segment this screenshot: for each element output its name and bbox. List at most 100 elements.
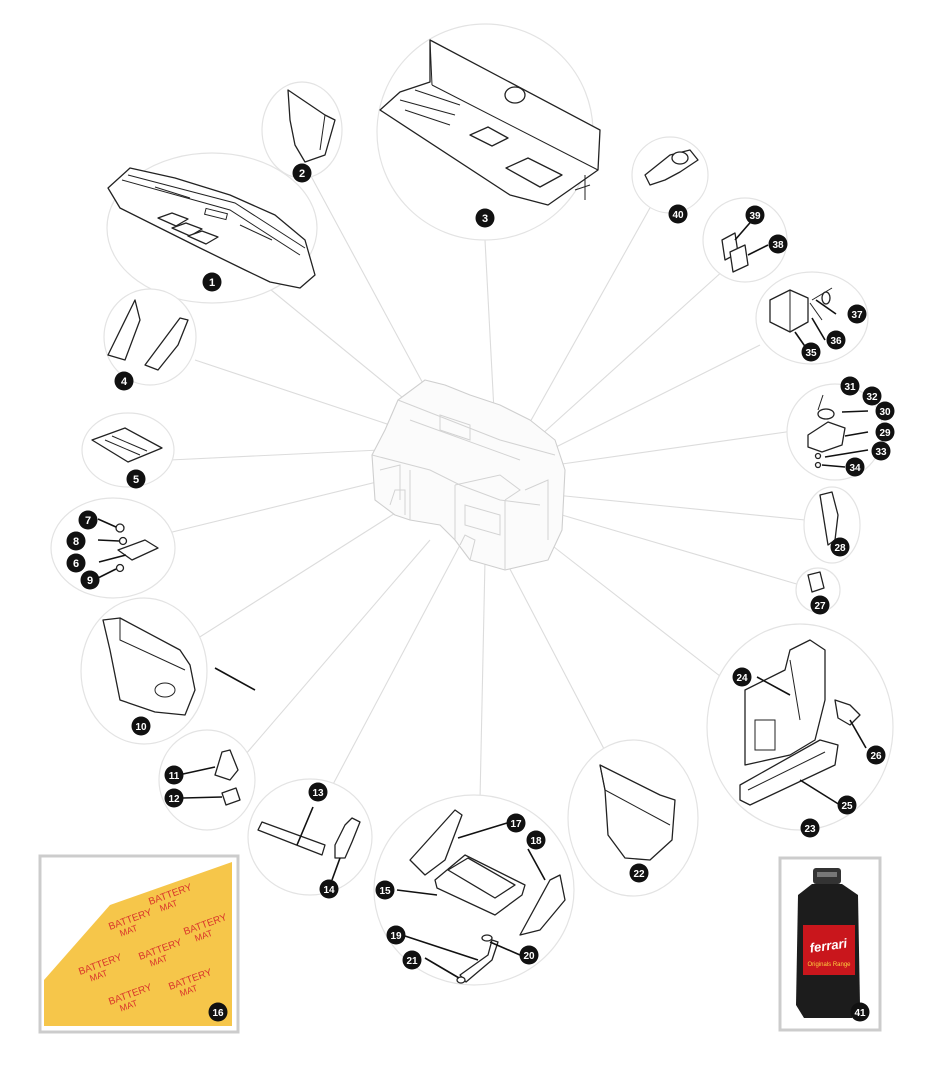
part-badge-number: 27 xyxy=(814,601,826,612)
part-badge-38: 38 xyxy=(768,234,788,254)
part-badge-30: 30 xyxy=(875,401,895,421)
part-badge-number: 25 xyxy=(841,801,853,812)
part-badge-number: 34 xyxy=(849,463,861,474)
part-badge-6: 6 xyxy=(66,553,86,573)
part-badge-31: 31 xyxy=(840,376,860,396)
part-badge-33: 33 xyxy=(871,441,891,461)
part-badge-17: 17 xyxy=(506,813,526,833)
part-badge-27: 27 xyxy=(810,595,830,615)
part-plates xyxy=(721,232,749,273)
part-small-brackets xyxy=(214,749,241,806)
part-badge-29: 29 xyxy=(875,422,895,442)
part-gusset-bracket xyxy=(287,89,336,163)
part-badge-23: 23 xyxy=(800,818,820,838)
part-badge-number: 8 xyxy=(73,536,79,548)
part-shelf-section xyxy=(91,427,163,463)
part-badge-number: 29 xyxy=(879,428,891,439)
part-badge-4: 4 xyxy=(114,371,134,391)
part-badge-7: 7 xyxy=(78,510,98,530)
part-badge-number: 33 xyxy=(875,447,887,458)
part-latch-assembly xyxy=(807,394,846,469)
badge-arrows xyxy=(97,216,869,979)
part-badge-2: 2 xyxy=(292,163,312,183)
part-badge-22: 22 xyxy=(629,863,649,883)
bottle-caption: Originals Range xyxy=(807,962,851,968)
part-badge-number: 39 xyxy=(749,211,761,222)
part-badge-number: 37 xyxy=(851,310,863,321)
battery-mat-panel: BATTERY MAT BATTERY MAT BATTERY MAT BATT… xyxy=(38,854,240,1034)
part-badge-36: 36 xyxy=(826,330,846,350)
part-badge-number: 14 xyxy=(323,885,335,896)
part-badge-3: 3 xyxy=(475,208,495,228)
part-badge-35: 35 xyxy=(801,342,821,362)
part-badge-number: 6 xyxy=(73,558,79,570)
central-body-shell xyxy=(371,379,566,571)
part-badge-34: 34 xyxy=(845,457,865,477)
part-badge-number: 41 xyxy=(854,1008,866,1019)
part-badge-number: 12 xyxy=(168,794,180,805)
part-hinge-plate-fixings xyxy=(115,523,159,573)
part-badge-number: 9 xyxy=(87,575,93,587)
part-badge-number: 1 xyxy=(209,277,215,289)
part-badge-1: 1 xyxy=(202,272,222,292)
part-badge-number: 3 xyxy=(482,213,488,225)
part-corner-brackets xyxy=(107,299,189,371)
part-badge-number: 23 xyxy=(804,824,816,835)
part-badge-number: 21 xyxy=(406,956,418,967)
part-badge-number: 13 xyxy=(312,788,324,799)
part-badge-5: 5 xyxy=(126,469,146,489)
part-parcel-shelf xyxy=(379,39,601,206)
part-badge-11: 11 xyxy=(164,765,184,785)
part-badge-number: 35 xyxy=(805,348,817,359)
part-badge-19: 19 xyxy=(386,925,406,945)
part-badge-number: 18 xyxy=(530,836,542,847)
part-badge-24: 24 xyxy=(732,667,752,687)
part-badge-41: 41 xyxy=(850,1002,870,1022)
part-badge-39: 39 xyxy=(745,205,765,225)
part-badge-12: 12 xyxy=(164,788,184,808)
part-badge-13: 13 xyxy=(308,782,328,802)
part-rear-deck-panel xyxy=(107,167,316,289)
part-badge-number: 19 xyxy=(390,931,402,942)
part-badge-number: 26 xyxy=(870,751,882,762)
part-badge-number: 40 xyxy=(672,210,684,221)
part-badge-28: 28 xyxy=(830,537,850,557)
part-badge-number: 28 xyxy=(834,543,846,554)
part-badge-number: 32 xyxy=(866,392,878,403)
part-badge-15: 15 xyxy=(375,880,395,900)
part-badge-26: 26 xyxy=(866,745,886,765)
part-badge-number: 10 xyxy=(135,722,147,733)
part-badge-number: 7 xyxy=(85,515,91,527)
part-badge-18: 18 xyxy=(526,830,546,850)
part-badge-40: 40 xyxy=(668,204,688,224)
part-badge-number: 11 xyxy=(169,771,180,782)
part-badge-number: 17 xyxy=(510,819,522,830)
part-clip xyxy=(807,571,825,593)
part-badge-10: 10 xyxy=(131,716,151,736)
part-badge-16: 16 xyxy=(208,1002,228,1022)
part-badge-37: 37 xyxy=(847,304,867,324)
part-badge-number: 2 xyxy=(299,168,305,180)
part-side-panel-assembly xyxy=(739,639,861,806)
part-badge-8: 8 xyxy=(66,531,86,551)
part-badge-number: 4 xyxy=(121,376,128,388)
part-badge-9: 9 xyxy=(80,570,100,590)
part-badge-21: 21 xyxy=(402,950,422,970)
part-badge-number: 38 xyxy=(772,240,784,251)
part-footwell-panel xyxy=(599,764,676,861)
part-badge-number: 15 xyxy=(379,886,391,897)
part-battery-box-assembly xyxy=(409,809,566,984)
part-badge-32: 32 xyxy=(862,386,882,406)
part-badge-number: 20 xyxy=(523,951,535,962)
part-badge-25: 25 xyxy=(837,795,857,815)
part-badge-14: 14 xyxy=(319,879,339,899)
part-badge-number: 36 xyxy=(830,336,842,347)
leader-lines xyxy=(159,164,806,801)
part-badge-number: 24 xyxy=(736,673,748,684)
part-badge-number: 16 xyxy=(212,1008,224,1019)
part-badge-number: 30 xyxy=(879,407,891,418)
bottle-brand: ferrari xyxy=(809,935,849,955)
part-strip-and-hose xyxy=(257,817,361,859)
